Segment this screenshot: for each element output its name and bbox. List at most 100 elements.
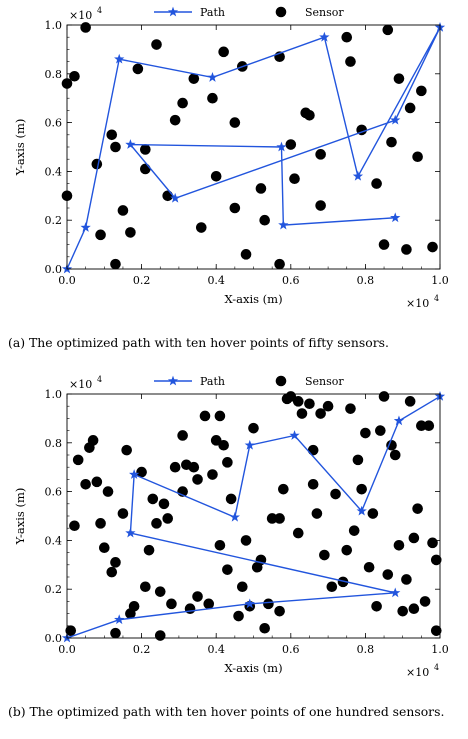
sensor-point xyxy=(102,486,114,497)
sensor-point xyxy=(125,227,136,238)
sensor-point xyxy=(106,566,118,578)
sensor-point xyxy=(162,513,174,524)
sensor-point xyxy=(255,183,267,194)
x-tick-label: 0.6 xyxy=(282,274,300,287)
x-axis-label: X-axis (m) xyxy=(224,661,282,675)
path-hover-point xyxy=(393,415,405,426)
sensor-point xyxy=(222,457,233,468)
y-tick-label: 0.8 xyxy=(45,68,63,81)
sensor-point xyxy=(427,241,438,253)
sensor-point xyxy=(237,581,248,593)
sensor-point xyxy=(188,461,200,473)
sensor-point xyxy=(307,444,319,456)
sensor-point xyxy=(192,474,203,485)
sensor-point xyxy=(72,454,84,466)
sensor-point xyxy=(132,63,144,75)
path-line xyxy=(66,395,441,639)
sensor-point xyxy=(289,173,300,185)
x-tick-label: 0.4 xyxy=(207,643,225,656)
legend-box xyxy=(146,1,368,21)
path-hover-point xyxy=(129,469,140,479)
sensor-point xyxy=(199,410,211,422)
legend-path-label: Path xyxy=(200,6,225,19)
x-multiplier: ×10 xyxy=(406,666,429,679)
sensor-point xyxy=(210,435,222,446)
plot-frame xyxy=(66,24,441,270)
sensor-point xyxy=(222,564,233,575)
path-hover-point xyxy=(289,430,300,440)
sensor-point xyxy=(169,114,181,126)
sensor-point xyxy=(110,557,121,568)
sensor-point xyxy=(408,532,420,544)
sensor-point xyxy=(292,396,304,407)
path-hover-point xyxy=(276,141,287,152)
sensor-point xyxy=(304,109,315,121)
sensor-point xyxy=(401,244,412,255)
sensor-point xyxy=(371,178,382,189)
sensor-point xyxy=(427,537,438,549)
sensor-point xyxy=(162,190,174,202)
sensor-point xyxy=(386,439,397,451)
sensor-point xyxy=(110,141,121,153)
sensor-point xyxy=(319,549,330,561)
sensor-point xyxy=(401,574,412,585)
y-tick-label: 1.0 xyxy=(45,388,63,401)
sensor-point xyxy=(240,535,252,546)
sensor-point xyxy=(214,539,226,551)
sensor-point xyxy=(382,569,394,580)
sensor-point xyxy=(304,398,315,410)
y-tick-label: 0.6 xyxy=(45,486,63,499)
sensor-point xyxy=(356,483,367,495)
sensor-point xyxy=(240,249,252,260)
sensor-point xyxy=(259,622,270,634)
path-hover-point xyxy=(170,192,181,203)
sensor-point xyxy=(330,488,341,500)
legend-path-marker xyxy=(167,6,179,17)
legend-sensor-marker xyxy=(275,375,287,387)
path-hover-point xyxy=(352,170,364,181)
sensor-point xyxy=(80,478,91,490)
y-axis-label: Y-axis (m) xyxy=(13,488,27,546)
caption-b: (b) The optimized path with ten hover po… xyxy=(8,704,445,719)
sensor-point xyxy=(274,258,285,270)
sensor-point xyxy=(285,139,297,150)
sensor-point xyxy=(345,403,356,414)
sensor-point xyxy=(416,85,427,97)
x-multiplier-exponent: 4 xyxy=(434,663,439,672)
x-tick-label: 0.0 xyxy=(58,643,76,656)
sensor-point xyxy=(315,149,326,160)
sensor-point xyxy=(229,202,241,214)
path-line xyxy=(66,27,441,270)
sensor-point xyxy=(151,518,162,529)
x-tick-label: 0.4 xyxy=(207,274,225,287)
sensor-point xyxy=(110,627,121,639)
path-hover-point xyxy=(229,511,240,522)
y-axis-label: Y-axis (m) xyxy=(13,119,27,177)
sensor-point xyxy=(278,483,289,495)
sensor-point xyxy=(430,554,442,566)
sensor-point xyxy=(345,56,356,67)
sensor-point xyxy=(154,586,166,597)
chart-b: 0.0 0.2 0.4 0.6 0.8 1.0 0.0 0.2 0.4 0.6 0.8 1.0 X-ax… xyxy=(13,370,449,679)
sensor-point xyxy=(419,596,431,607)
sensor-point xyxy=(397,605,409,617)
sensor-point xyxy=(158,498,170,510)
x-tick-label: 1.0 xyxy=(431,274,449,287)
sensor-point xyxy=(375,425,386,436)
sensor-point xyxy=(177,97,188,109)
path-hover-point xyxy=(390,212,401,223)
y-tick-label: 0.6 xyxy=(45,117,63,130)
y-multiplier: ×10 xyxy=(69,378,92,391)
sensor-point xyxy=(87,435,99,446)
sensor-point xyxy=(151,39,162,50)
caption-a: (a) The optimized path with ten hover po… xyxy=(8,335,389,350)
x-tick-label: 0.2 xyxy=(133,274,151,287)
legend-path-marker xyxy=(167,375,179,386)
path-hover-point xyxy=(244,439,255,450)
path-hover-point xyxy=(207,72,218,82)
sensor-point xyxy=(169,461,181,473)
x-tick-label: 0.8 xyxy=(357,274,375,287)
sensor-point xyxy=(91,158,103,170)
sensor-point xyxy=(188,73,200,84)
sensor-point xyxy=(416,420,427,432)
